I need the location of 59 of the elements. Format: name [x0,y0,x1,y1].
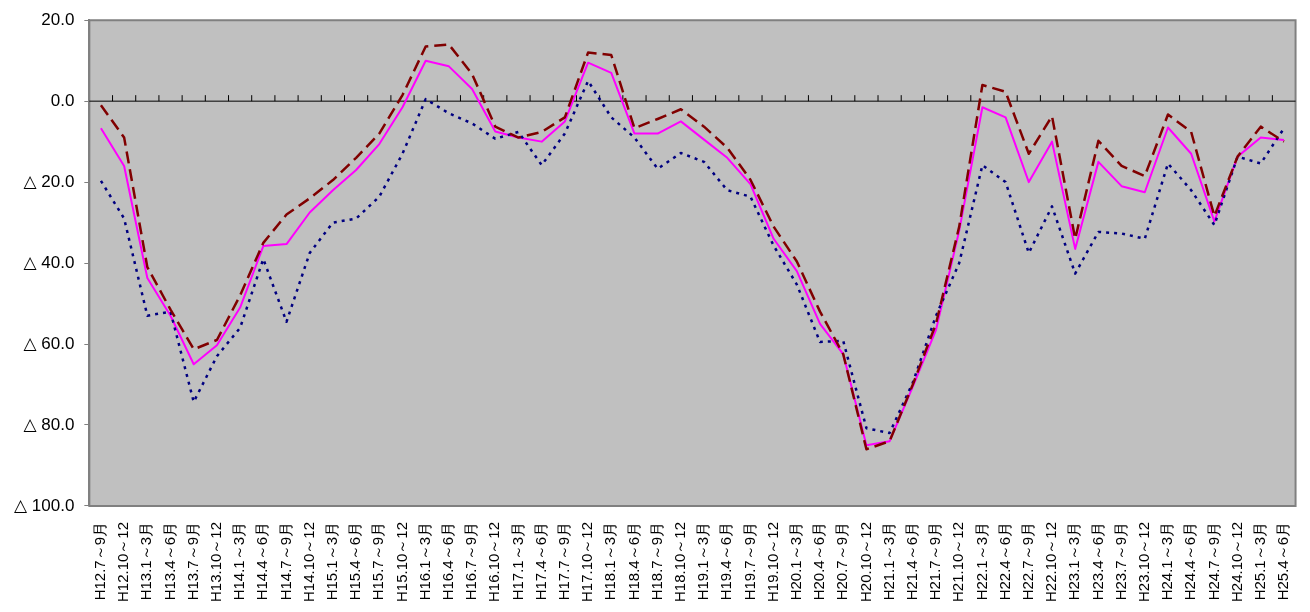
x-tick-label: H22.10～12 [1042,521,1060,603]
x-tick-label: H20.4～6月 [810,521,828,601]
x-tick-label: H15.4～6月 [346,521,364,601]
x-tick-label: H20.1～3月 [786,521,804,601]
x-tick-label: H24.4～6月 [1181,521,1199,601]
x-tick-label: H13.10～12 [207,521,225,603]
x-tick-label: H19.4～6月 [717,521,735,601]
x-tick-label: H19.10～12 [763,521,781,603]
x-tick-label: H21.7～9月 [926,521,944,601]
x-tick-label: H16.4～6月 [439,521,457,601]
x-tick-label: H23.10～12 [1134,521,1152,603]
x-tick-label: H19.1～3月 [694,521,712,601]
y-tick-label: △ 60.0 [23,333,75,353]
x-tick-label: H25.1～3月 [1250,521,1268,601]
x-tick-label: H22.7～9月 [1018,521,1036,601]
x-tick-label: H16.10～12 [485,521,503,603]
y-tick-label: 20.0 [41,9,75,29]
x-tick-label: H20.7～9月 [833,521,851,601]
y-tick-label: △ 100.0 [13,495,75,515]
x-tick-label: H25.4～6月 [1274,521,1292,601]
x-tick-label: H17.1～3月 [508,521,526,601]
x-tick-label: H19.7～9月 [740,521,758,601]
x-tick-label: H14.7～9月 [276,521,294,601]
x-tick-label: H23.4～6月 [1088,521,1106,601]
x-tick-label: H22.4～6月 [995,521,1013,601]
x-tick-label: H12.7～9月 [91,521,109,601]
x-tick-label: H16.1～3月 [415,521,433,601]
x-tick-label: H21.1～3月 [879,521,897,601]
x-tick-label: H15.10～12 [392,521,410,603]
x-tick-label: H14.10～12 [299,521,317,603]
x-tick-label: H18.7～9月 [647,521,665,601]
x-tick-label: H24.7～9月 [1204,521,1222,601]
x-tick-label: H21.10～12 [949,521,967,603]
x-tick-label: H13.7～9月 [183,521,201,601]
x-tick-label: H23.1～3月 [1065,521,1083,601]
x-tick-label: H16.7～9月 [462,521,480,601]
x-tick-label: H18.10～12 [670,521,688,603]
x-tick-label: H23.7～9月 [1111,521,1129,601]
y-tick-label: △ 80.0 [23,414,75,434]
x-tick-label: H12.10～12 [114,521,132,603]
y-tick-label: △ 20.0 [23,171,75,191]
x-tick-label: H21.4～6月 [902,521,920,601]
x-tick-label: H13.4～6月 [160,521,178,601]
x-tick-label: H17.4～6月 [531,521,549,601]
x-tick-label: H14.4～6月 [253,521,271,601]
y-tick-label: 0.0 [50,90,75,110]
y-tick-label: △ 40.0 [23,252,75,272]
x-tick-label: H22.1～3月 [972,521,990,601]
x-tick-label: H14.1～3月 [230,521,248,601]
x-tick-label: H13.1～3月 [137,521,155,601]
x-tick-label: H17.7～9月 [555,521,573,601]
x-tick-label: H24.10～12 [1227,521,1245,603]
x-tick-label: H18.1～3月 [601,521,619,601]
x-tick-label: H18.4～6月 [624,521,642,601]
x-tick-label: H20.10～12 [856,521,874,603]
x-tick-label: H15.1～3月 [323,521,341,601]
x-tick-label: H24.1～3月 [1158,521,1176,601]
x-tick-label: H17.10～12 [578,521,596,603]
x-tick-label: H15.7～9月 [369,521,387,601]
